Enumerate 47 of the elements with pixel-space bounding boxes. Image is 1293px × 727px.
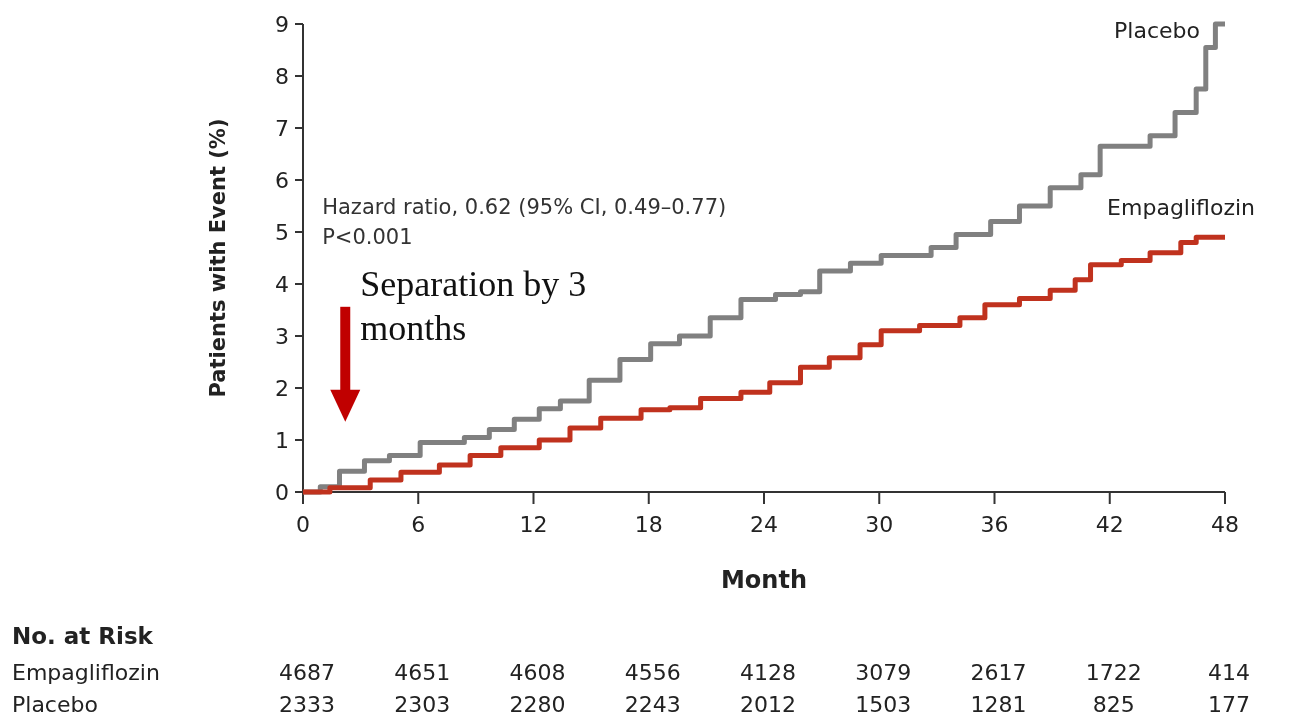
y-tick-label: 3 bbox=[275, 324, 289, 349]
x-tick-label: 24 bbox=[750, 512, 778, 537]
text: 4128 bbox=[740, 660, 796, 685]
text: 3079 bbox=[855, 660, 912, 685]
annotation: Separation by 3 months bbox=[360, 263, 587, 348]
x-tick-label: 0 bbox=[296, 512, 310, 537]
text: 2280 bbox=[509, 692, 566, 717]
text: 825 bbox=[1092, 692, 1135, 717]
x-tick-label: 48 bbox=[1211, 512, 1239, 537]
x-tick-label: 12 bbox=[519, 512, 548, 537]
x-tick-label: 30 bbox=[865, 512, 894, 537]
text: 4651 bbox=[394, 660, 451, 685]
text: 1722 bbox=[1085, 660, 1142, 685]
annotation: Hazard ratio, 0.62 (95% CI, 0.49–0.77) bbox=[322, 195, 727, 219]
text: 1281 bbox=[970, 692, 1027, 717]
y-tick-label: 8 bbox=[275, 64, 289, 89]
text: 2012 bbox=[740, 692, 796, 717]
text: 2303 bbox=[394, 692, 451, 717]
annotation: P<0.001 bbox=[322, 225, 413, 249]
text: 2617 bbox=[970, 660, 1027, 685]
text: 2243 bbox=[624, 692, 681, 717]
y-tick-label: 1 bbox=[275, 428, 289, 453]
y-tick-label: 2 bbox=[275, 376, 289, 401]
series-label: Placebo bbox=[1114, 18, 1200, 43]
text: 4556 bbox=[624, 660, 681, 685]
x-tick-label: 42 bbox=[1095, 512, 1124, 537]
y-tick-label: 6 bbox=[275, 168, 289, 193]
text: 414 bbox=[1208, 660, 1250, 685]
x-axis-title: Month bbox=[720, 566, 808, 594]
text: No. at Risk bbox=[12, 623, 154, 649]
text: 2333 bbox=[279, 692, 335, 717]
x-tick-label: 18 bbox=[634, 512, 663, 537]
series-label: Empagliflozin bbox=[1107, 195, 1255, 221]
y-tick-label: 0 bbox=[275, 480, 289, 505]
y-tick-label: 7 bbox=[275, 116, 289, 141]
y-tick-label: 4 bbox=[275, 272, 289, 297]
text: Placebo bbox=[12, 692, 98, 717]
text: 1503 bbox=[855, 692, 912, 717]
x-tick-label: 36 bbox=[980, 512, 1009, 537]
x-tick-label: 6 bbox=[411, 512, 426, 537]
y-tick-label: 5 bbox=[275, 220, 289, 245]
text: 4608 bbox=[509, 660, 566, 685]
text: Empagliflozin bbox=[12, 660, 160, 685]
text: 177 bbox=[1208, 692, 1250, 717]
text: 4687 bbox=[279, 660, 335, 685]
y-tick-label: 9 bbox=[275, 12, 289, 37]
y-axis-title: Patients with Event (%) bbox=[206, 118, 230, 398]
